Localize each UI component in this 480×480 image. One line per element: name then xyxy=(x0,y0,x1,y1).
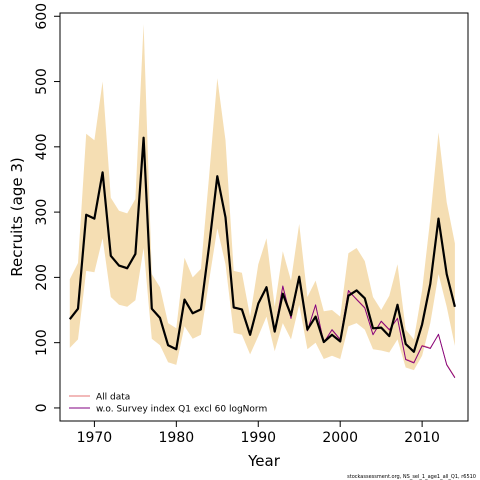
y-axis-title: Recruits (age 3) xyxy=(8,157,26,277)
x-tick-label: 2010 xyxy=(404,430,440,446)
x-tick-label: 2000 xyxy=(322,430,358,446)
series-line-estimate xyxy=(68,136,456,353)
y-tick-label: 100 xyxy=(34,329,50,356)
x-tick-label: 1990 xyxy=(240,430,276,446)
plot-area xyxy=(68,24,456,379)
y-tick-label: 300 xyxy=(34,199,50,226)
plot-frame xyxy=(59,12,469,422)
y-tick-label: 400 xyxy=(34,133,50,160)
credit-text: stockassessment.org, NS_sel_1_age1_all_Q… xyxy=(347,474,476,480)
y-tick-label: 200 xyxy=(34,264,50,291)
confidence-band xyxy=(69,24,455,371)
x-tick-label: 1980 xyxy=(159,430,195,446)
y-axis: 0 100 200 300 400 500 600 xyxy=(34,3,60,412)
x-axis: 1970 1980 1990 2000 2010 xyxy=(77,421,440,446)
legend-label: All data xyxy=(96,393,130,403)
x-axis-title: Year xyxy=(247,452,281,470)
x-tick-label: 1970 xyxy=(77,430,113,446)
y-tick-label: 0 xyxy=(34,403,50,412)
y-tick-label: 500 xyxy=(34,68,50,95)
legend: All data w.o. Survey index Q1 excl 60 log… xyxy=(69,393,267,415)
legend-label: w.o. Survey index Q1 excl 60 logNorm xyxy=(96,405,267,415)
y-tick-label: 600 xyxy=(34,3,50,30)
